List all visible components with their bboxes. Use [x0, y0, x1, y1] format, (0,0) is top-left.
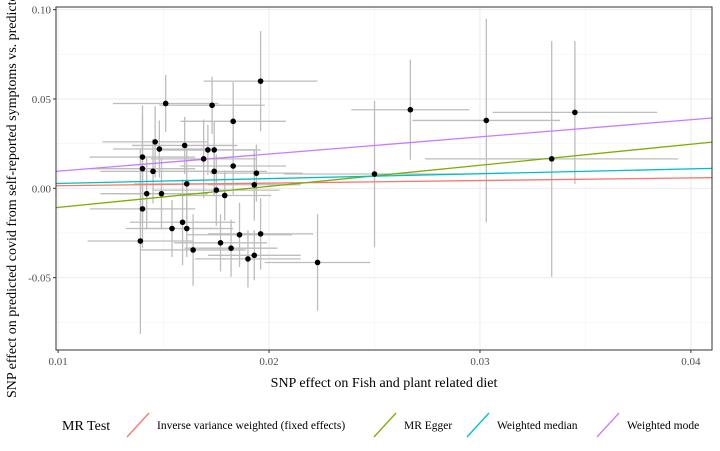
- data-point: [548, 156, 555, 162]
- data-point: [217, 240, 224, 246]
- data-point: [245, 256, 251, 262]
- legend-key: [466, 412, 490, 438]
- x-tick-label: 0.04: [681, 356, 701, 368]
- data-point: [143, 190, 150, 197]
- data-point: [209, 102, 215, 109]
- regression-line: [55, 117, 713, 172]
- legend-title: MR Test: [62, 419, 110, 434]
- regression-line: [55, 167, 713, 185]
- data-point: [211, 147, 217, 153]
- regression-line: [55, 177, 713, 187]
- data-point: [228, 245, 234, 251]
- x-axis-title: SNP effect on Fish and plant related die…: [271, 376, 498, 391]
- data-point: [152, 139, 158, 145]
- legend-key: [596, 412, 620, 438]
- data-point: [205, 147, 211, 153]
- data-point: [253, 170, 260, 176]
- legend: MR Test Inverse variance weighted (fixed…: [62, 412, 699, 438]
- data-point: [156, 146, 163, 152]
- data-point: [169, 225, 175, 232]
- data-point: [251, 252, 258, 259]
- regression-lines: [55, 117, 713, 209]
- regression-line: [55, 141, 713, 209]
- data-point: [221, 192, 228, 199]
- y-tick-label: -0.05: [28, 273, 51, 285]
- data-point: [257, 78, 264, 84]
- data-point: [483, 117, 490, 124]
- data-point: [158, 190, 165, 197]
- data-point: [407, 106, 414, 113]
- data-point: [230, 118, 236, 125]
- data-point: [314, 259, 321, 266]
- data-point: [257, 231, 264, 237]
- data-point: [137, 238, 144, 244]
- data-point: [139, 165, 146, 172]
- x-axis-ticks: 0.01 0.02 0.03 0.04: [48, 350, 701, 368]
- data-point: [183, 225, 190, 232]
- data-point: [230, 163, 236, 169]
- data-point: [183, 181, 190, 187]
- data-point: [190, 247, 196, 253]
- legend-label: Weighted median: [497, 420, 578, 432]
- data-point: [139, 206, 146, 212]
- x-tick-label: 0.03: [470, 356, 490, 368]
- legend-label: MR Egger: [404, 420, 452, 432]
- legend-label: Inverse variance weighted (fixed effects…: [157, 420, 345, 432]
- y-axis-ticks: -0.05 0.00 0.05 0.10: [28, 5, 56, 285]
- legend-key: [373, 412, 397, 438]
- data-points: [137, 78, 578, 266]
- data-point: [572, 109, 578, 116]
- x-tick-label: 0.01: [48, 356, 67, 368]
- y-tick-label: 0.05: [32, 94, 52, 106]
- data-point: [139, 154, 146, 160]
- panel-border: [55, 6, 713, 351]
- data-point: [213, 187, 220, 193]
- data-point: [200, 156, 207, 162]
- legend-key: [126, 412, 150, 438]
- data-point: [251, 181, 258, 188]
- y-tick-label: 0.00: [32, 183, 52, 195]
- y-tick-label: 0.10: [32, 5, 52, 17]
- data-point: [236, 231, 243, 238]
- x-tick-label: 0.02: [259, 356, 278, 368]
- data-point: [211, 168, 217, 175]
- legend-label: Weighted mode: [627, 420, 699, 432]
- data-point: [150, 168, 156, 175]
- data-point: [181, 142, 188, 149]
- data-point: [162, 100, 169, 107]
- data-point: [371, 171, 378, 177]
- data-point: [179, 219, 186, 226]
- y-axis-title: SNP effect on predicted covid from self-…: [5, 0, 20, 398]
